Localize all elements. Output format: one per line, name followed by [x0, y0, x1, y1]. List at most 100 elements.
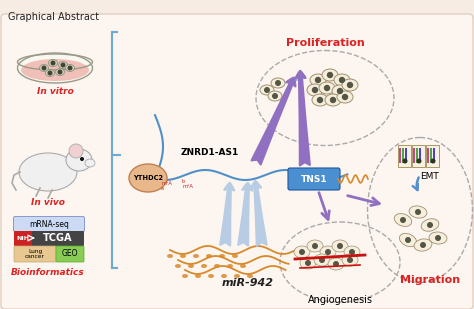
- Bar: [416, 148, 419, 163]
- Ellipse shape: [307, 240, 323, 252]
- Circle shape: [51, 61, 55, 66]
- FancyBboxPatch shape: [288, 168, 340, 190]
- Text: mRNA-seq: mRNA-seq: [29, 219, 69, 228]
- Ellipse shape: [206, 254, 212, 258]
- Circle shape: [315, 77, 321, 83]
- Ellipse shape: [234, 274, 240, 278]
- Ellipse shape: [221, 274, 227, 278]
- Circle shape: [339, 77, 345, 83]
- Circle shape: [69, 144, 83, 158]
- Text: TCGA: TCGA: [43, 233, 73, 243]
- Ellipse shape: [65, 65, 74, 71]
- Text: NIH: NIH: [17, 235, 29, 240]
- Text: Bioinformatics: Bioinformatics: [11, 268, 85, 277]
- Ellipse shape: [312, 94, 328, 106]
- Ellipse shape: [310, 74, 326, 86]
- Ellipse shape: [232, 254, 238, 258]
- Ellipse shape: [400, 233, 417, 247]
- Ellipse shape: [342, 254, 358, 266]
- Circle shape: [417, 159, 421, 163]
- Ellipse shape: [85, 159, 95, 167]
- Bar: [402, 148, 404, 163]
- Ellipse shape: [39, 65, 48, 71]
- Text: m⁶A: m⁶A: [182, 184, 193, 189]
- Text: Graphical Abstract: Graphical Abstract: [8, 12, 99, 22]
- Text: In vivo: In vivo: [31, 198, 65, 207]
- Circle shape: [324, 85, 330, 91]
- Ellipse shape: [195, 274, 201, 278]
- Circle shape: [327, 72, 333, 78]
- Circle shape: [435, 235, 441, 241]
- Ellipse shape: [58, 61, 67, 69]
- Ellipse shape: [208, 274, 214, 278]
- Ellipse shape: [319, 82, 335, 94]
- Circle shape: [264, 87, 270, 93]
- Ellipse shape: [55, 69, 64, 75]
- Text: Angiogenesis: Angiogenesis: [308, 295, 373, 305]
- Ellipse shape: [214, 264, 220, 268]
- Ellipse shape: [240, 264, 246, 268]
- Ellipse shape: [337, 91, 353, 103]
- Ellipse shape: [334, 74, 350, 86]
- Circle shape: [420, 242, 426, 248]
- Ellipse shape: [219, 254, 225, 258]
- Bar: [427, 148, 429, 163]
- Text: m⁶A: m⁶A: [162, 181, 173, 186]
- Text: Proliferation: Proliferation: [286, 38, 365, 48]
- Ellipse shape: [342, 79, 358, 91]
- Ellipse shape: [332, 240, 348, 252]
- Ellipse shape: [188, 264, 194, 268]
- Ellipse shape: [421, 219, 439, 231]
- Ellipse shape: [175, 264, 181, 268]
- Circle shape: [325, 249, 331, 255]
- Circle shape: [402, 159, 408, 163]
- Ellipse shape: [129, 164, 167, 192]
- Circle shape: [61, 62, 65, 67]
- Bar: [405, 148, 408, 163]
- Circle shape: [299, 249, 305, 255]
- Ellipse shape: [394, 214, 412, 226]
- Text: YTHDC2: YTHDC2: [133, 175, 163, 181]
- FancyBboxPatch shape: [56, 246, 84, 262]
- Ellipse shape: [18, 53, 92, 83]
- Text: miR-942: miR-942: [222, 278, 274, 288]
- Text: TNS1: TNS1: [301, 175, 328, 184]
- Bar: [413, 148, 416, 163]
- Ellipse shape: [21, 59, 89, 81]
- FancyBboxPatch shape: [13, 217, 84, 231]
- Circle shape: [337, 243, 343, 249]
- Ellipse shape: [409, 206, 427, 218]
- Circle shape: [67, 66, 73, 70]
- Circle shape: [342, 94, 348, 100]
- Circle shape: [312, 87, 318, 93]
- Ellipse shape: [19, 153, 77, 191]
- Ellipse shape: [167, 254, 173, 258]
- Ellipse shape: [193, 254, 199, 258]
- Text: In vitro: In vitro: [36, 87, 73, 96]
- Circle shape: [275, 80, 281, 86]
- Ellipse shape: [322, 69, 338, 81]
- Text: EMT: EMT: [420, 172, 439, 181]
- FancyBboxPatch shape: [14, 231, 34, 246]
- Circle shape: [405, 237, 411, 243]
- Ellipse shape: [332, 85, 348, 97]
- Bar: [430, 148, 432, 163]
- Circle shape: [347, 82, 353, 88]
- Circle shape: [427, 222, 433, 228]
- Ellipse shape: [182, 274, 188, 278]
- FancyBboxPatch shape: [426, 145, 439, 167]
- FancyBboxPatch shape: [398, 145, 411, 167]
- Circle shape: [312, 243, 318, 249]
- Circle shape: [272, 93, 278, 99]
- Ellipse shape: [247, 274, 253, 278]
- Circle shape: [80, 157, 84, 161]
- Ellipse shape: [66, 149, 92, 171]
- Text: Migration: Migration: [400, 275, 460, 285]
- Ellipse shape: [429, 232, 447, 244]
- Ellipse shape: [46, 70, 55, 77]
- Ellipse shape: [201, 264, 207, 268]
- Ellipse shape: [294, 246, 310, 258]
- Circle shape: [47, 70, 53, 75]
- Bar: [419, 148, 421, 163]
- Circle shape: [430, 159, 436, 163]
